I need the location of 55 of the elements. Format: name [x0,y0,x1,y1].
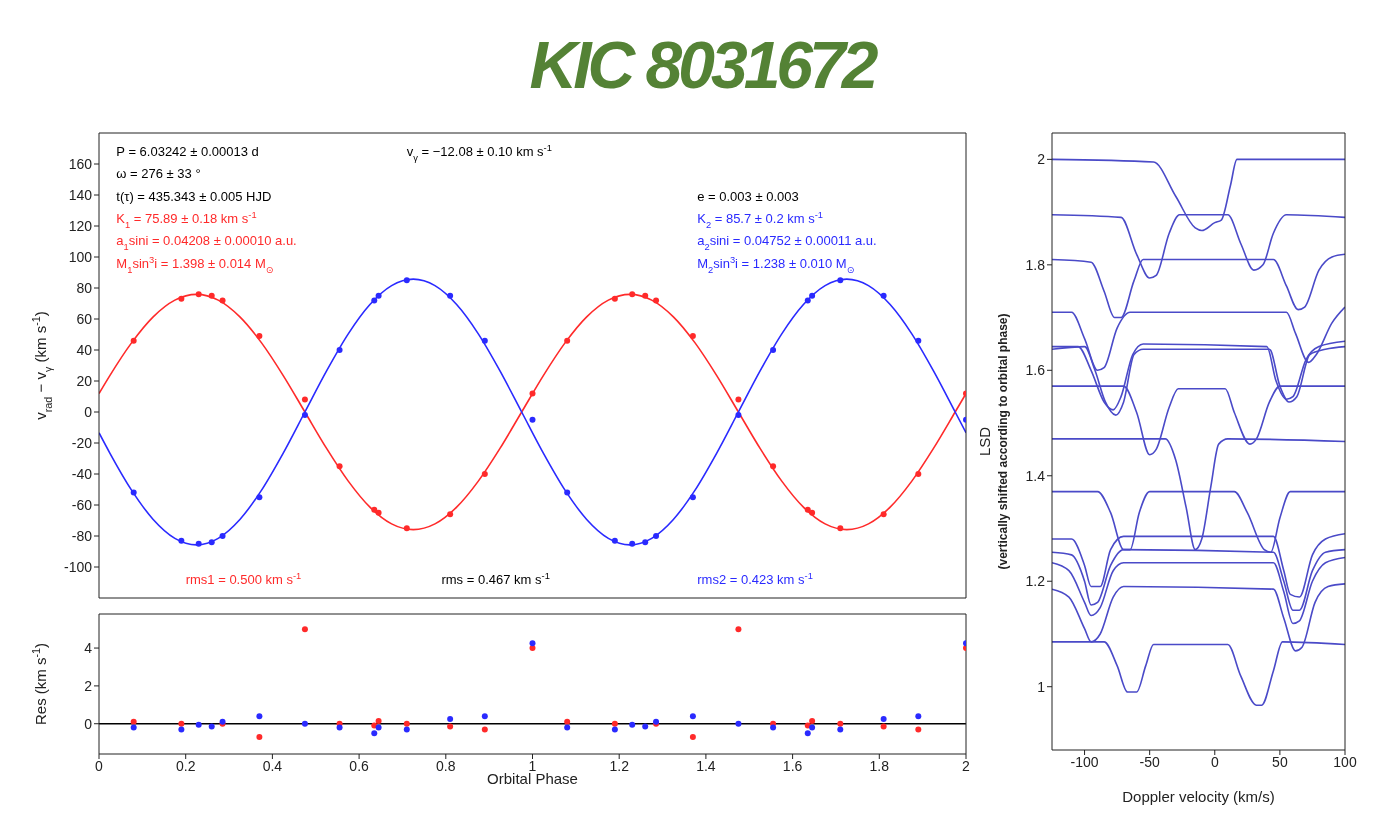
y-tick-label: 1.4 [1025,467,1046,484]
x-tick-label: 0.8 [436,757,456,774]
y-axis-title: LSD (vertically shifted according to orbital phase) [976,313,1010,570]
x-tick-label: 0 [1210,753,1219,770]
x-axis-title: Doppler velocity (km/s) [1122,788,1275,805]
x-tick-label: 1.4 [696,757,716,774]
x-tick-label: 2 [962,757,971,774]
annotation: K$_{1}$ = 75.89 ± 0.18 km s$^{-1}$ [116,209,257,230]
x-tick-label: 1.8 [869,757,890,774]
y-tick-label: 20 [76,372,93,389]
y-tick-label: 2 [84,677,93,694]
annotation: K$_{2}$ = 85.7 ± 0.2 km s$^{-1}$ [697,209,824,230]
x-tick-label: 50 [1272,753,1288,770]
y-tick-label: 160 [68,155,93,172]
x-tick-label: 100 [1333,753,1357,770]
annotation: e = 0.003 ± 0.003 [697,188,799,204]
annotation: v$_{γ}$ = −12.08 ± 0.10 km s$^{-1}$ [406,143,552,163]
annotation: rms = 0.467 km s$^{-1}$ [441,571,550,587]
x-tick-label: 0.6 [349,757,370,774]
annotation: M$_{1}$sin$^{3}$i = 1.398 ± 0.014 M$_{⊙}$ [116,254,274,275]
chart-title: KIC 8031672 [529,28,879,102]
annotation: a$_{2}$sini = 0.04752 ± 0.00011 a.u. [697,233,877,253]
x-tick-label: -100 [1070,753,1099,770]
y-tick-label: -80 [71,527,93,544]
annotation: a$_{1}$sini = 0.04208 ± 0.00010 a.u. [116,233,297,253]
y-tick-label: 140 [68,186,93,203]
y-tick-label: -20 [71,434,93,451]
x-tick-label: 1.2 [609,757,630,774]
y-tick-label: 80 [76,279,93,296]
annotation: rms2 = 0.423 km s$^{-1}$ [697,571,813,587]
y-tick-label: 100 [68,248,93,265]
y-tick-label: 60 [76,310,93,327]
y-tick-label: 2 [1037,151,1046,168]
annotation: rms1 = 0.500 km s$^{-1}$ [185,571,302,587]
y-tick-label: 120 [68,217,93,234]
y-tick-label: 40 [76,341,93,358]
y-tick-label: -100 [63,558,93,575]
x-tick-label: -50 [1139,753,1160,770]
annotation: ω = 276 ± 33 ° [116,166,201,182]
y-tick-label: -40 [71,465,93,482]
y-tick-label: 1.8 [1025,256,1046,273]
y-tick-label: 1.2 [1025,573,1046,590]
y-tick-label: 1 [1037,678,1046,695]
y-tick-label: 0 [84,403,93,420]
y-tick-label: -60 [71,496,93,513]
x-tick-label: 0 [95,757,104,774]
y-tick-label: 0 [84,715,93,732]
x-tick-label: 1.6 [782,757,803,774]
x-tick-label: 0.2 [175,757,196,774]
annotation: M$_{2}$sin$^{3}$i = 1.238 ± 0.010 M$_{⊙}$ [697,254,855,275]
y-tick-label: 4 [84,640,93,657]
x-tick-label: 0.4 [262,757,283,774]
annotation: t(τ) = 435.343 ± 0.005 HJD [116,188,272,204]
y-tick-label: 1.6 [1025,362,1046,379]
annotation: P = 6.03242 ± 0.00013 d [116,144,259,159]
